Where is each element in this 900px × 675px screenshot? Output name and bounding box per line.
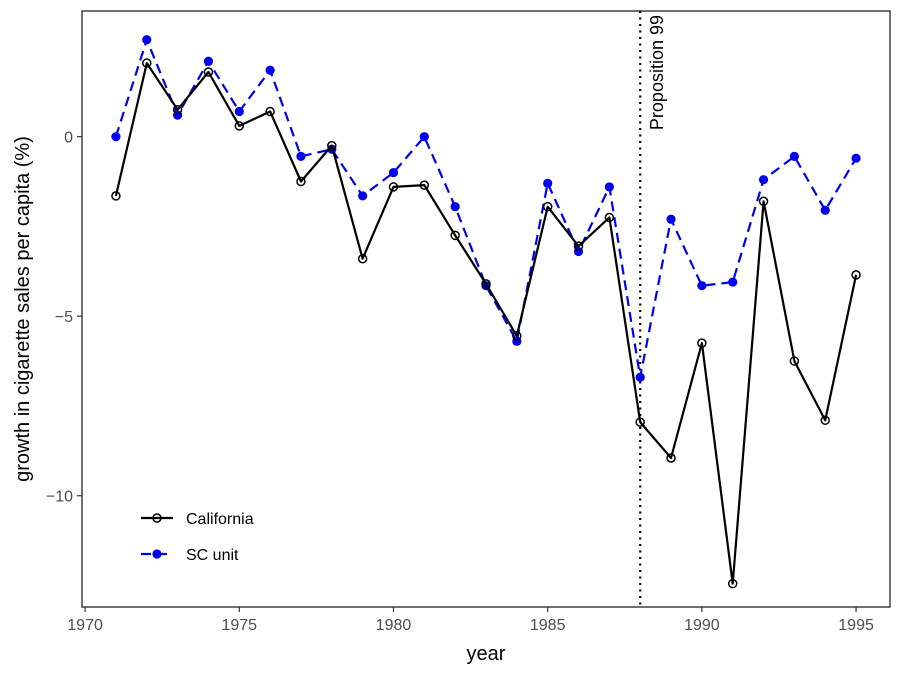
sc-unit-point <box>142 35 152 45</box>
sc-unit-point <box>388 167 399 178</box>
california-point <box>820 415 830 426</box>
california-point <box>296 176 306 187</box>
legend-marker-sc-unit <box>152 549 162 559</box>
sc-unit-point <box>697 281 707 291</box>
california-point <box>542 201 553 212</box>
california-point <box>357 253 368 264</box>
series-layer <box>111 35 861 589</box>
california-point <box>388 182 399 192</box>
annotation-layer: Proposition 99 <box>639 11 667 607</box>
sc-unit-point <box>635 372 645 382</box>
sc-unit-point <box>265 65 275 75</box>
california-point <box>172 104 183 115</box>
california-point <box>604 212 615 223</box>
sc-unit-point <box>758 175 769 185</box>
y-axis-title: growth in cigarette sales per capita (%) <box>12 136 34 482</box>
proposition-99-label: Proposition 99 <box>647 15 667 130</box>
legend-label-california: California <box>186 511 254 528</box>
x-tick-label: 1980 <box>376 617 412 634</box>
california-point <box>727 578 738 589</box>
california-point <box>234 121 245 131</box>
sc-unit-point <box>203 56 214 66</box>
ticks-layer: 1970 1975 1980 1985 1990 1995 0 −5 −10 <box>46 130 874 634</box>
california-point <box>512 331 522 341</box>
x-tick-label: 1995 <box>838 617 874 634</box>
california-point <box>635 417 645 427</box>
y-tick-label: −10 <box>46 489 73 506</box>
california-point <box>142 58 152 68</box>
california-point <box>789 356 800 366</box>
sc-unit-point <box>419 132 429 142</box>
california-point <box>666 453 676 463</box>
legend: California SC unit <box>141 511 254 564</box>
california-point <box>111 191 121 201</box>
california-point <box>327 140 337 151</box>
california-point <box>450 230 460 241</box>
sc-unit-point <box>728 277 738 287</box>
sc-unit-point <box>820 205 830 215</box>
sc-unit-point <box>789 151 799 162</box>
california-point <box>203 67 214 77</box>
california-point <box>419 180 430 190</box>
sc-unit-point <box>604 182 614 192</box>
x-tick-label: 1985 <box>530 617 566 634</box>
california-point <box>851 270 861 280</box>
x-axis-title: year <box>467 643 506 665</box>
california-point <box>481 279 491 289</box>
legend-label-sc-unit: SC unit <box>186 547 239 564</box>
sc-unit-point <box>851 153 861 163</box>
sc-unit-point <box>666 214 676 224</box>
legend-marker-california <box>152 513 162 523</box>
y-tick-label: −5 <box>55 309 73 326</box>
california-point <box>265 106 275 117</box>
x-tick-label: 1990 <box>684 617 720 634</box>
california-line <box>114 61 858 585</box>
sc-unit-point <box>296 151 306 162</box>
sc-unit-point <box>450 202 460 212</box>
california-point <box>758 196 769 207</box>
sc-unit-point <box>358 191 368 201</box>
sc-unit-point <box>543 178 553 188</box>
x-tick-label: 1975 <box>221 617 257 634</box>
y-tick-label: 0 <box>64 130 73 147</box>
california-point <box>697 338 707 348</box>
x-tick-label: 1970 <box>67 617 103 634</box>
sc-unit-point <box>234 106 244 117</box>
california-point <box>573 241 584 251</box>
sc-unit-point <box>111 132 121 142</box>
